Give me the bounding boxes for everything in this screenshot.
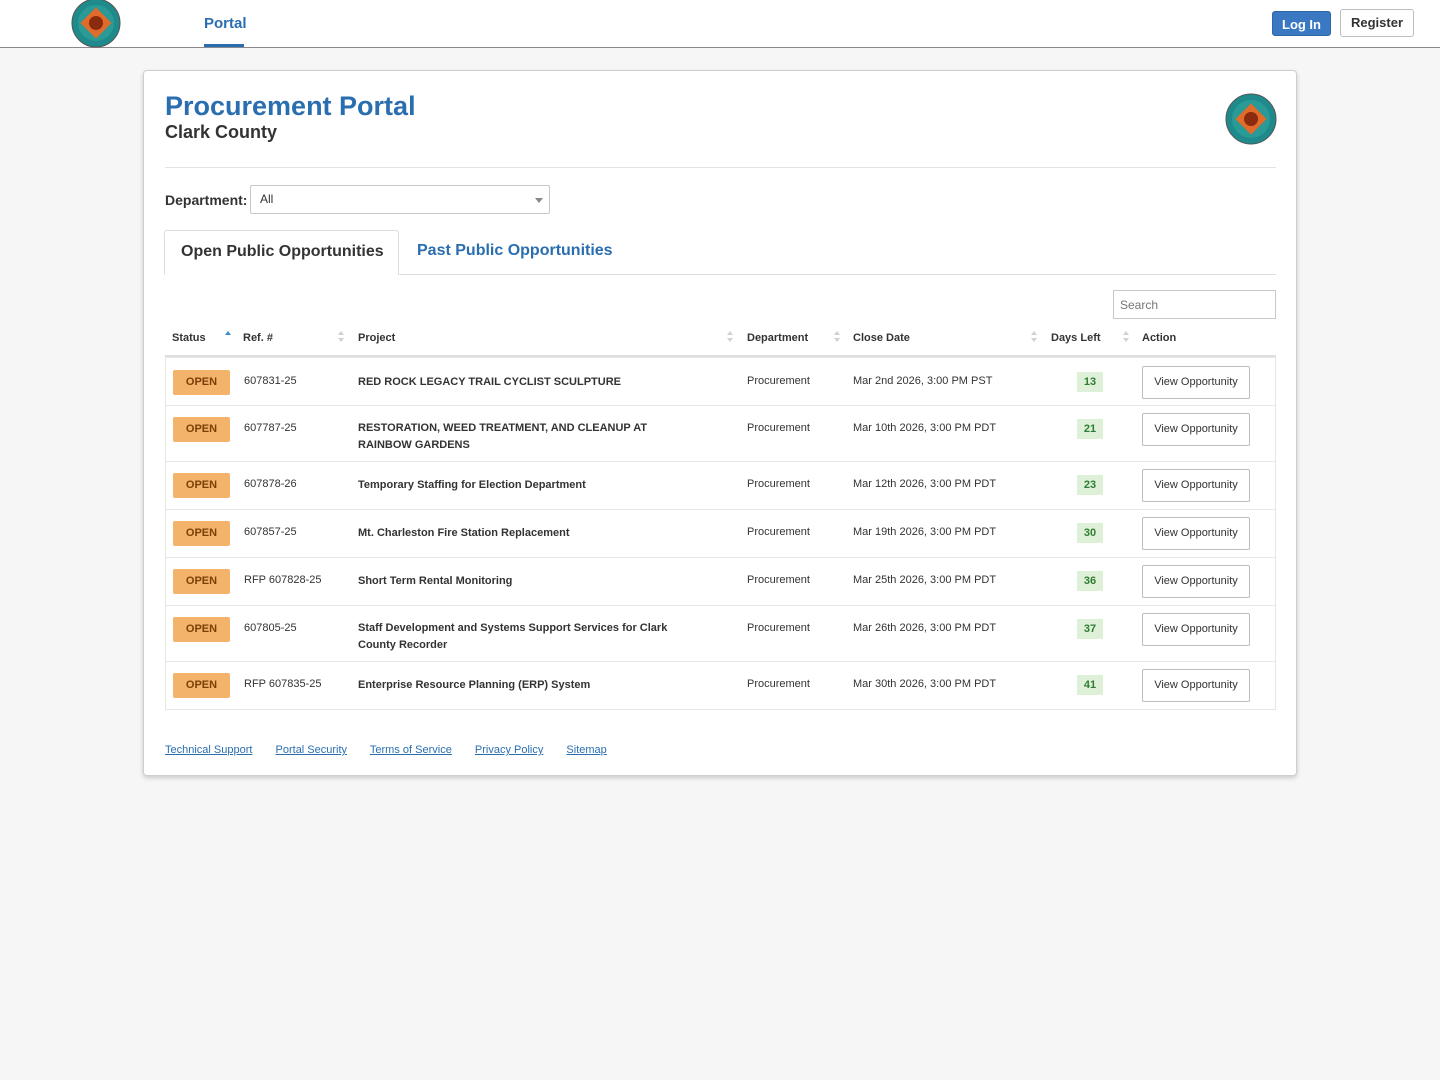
ref-number: 607805-25 — [244, 622, 297, 634]
close-date: Mar 26th 2026, 3:00 PM PDT — [853, 622, 997, 634]
footer-link-terms[interactable]: Terms of Service — [369, 744, 452, 756]
close-date: Mar 2nd 2026, 3:00 PM PST — [853, 375, 993, 387]
department-label: Department: — [165, 192, 248, 208]
project-name: Enterprise Resource Planning (ERP) Syste… — [358, 679, 591, 691]
view-opportunity-button[interactable]: View Opportunity — [1142, 565, 1250, 598]
days-left-badge: 37 — [1077, 619, 1103, 639]
project-name: RESTORATION, WEED TREATMENT, AND CLEANUP… — [358, 422, 648, 451]
close-date: Mar 25th 2026, 3:00 PM PDT — [853, 574, 997, 586]
footer-link-privacy[interactable]: Privacy Policy — [474, 744, 544, 756]
main-card: Procurement Portal Clark County Departme… — [143, 70, 1297, 776]
department-cell: Procurement — [747, 622, 810, 634]
ref-number: 607857-25 — [244, 526, 297, 538]
header-status[interactable]: Status — [172, 332, 206, 344]
footer-links: Technical Support Portal Security Terms … — [165, 744, 627, 756]
header-ref[interactable]: Ref. # — [243, 332, 273, 344]
days-left-badge: 21 — [1077, 419, 1103, 439]
department-select[interactable]: All — [250, 185, 550, 214]
sort-icon[interactable] — [834, 330, 840, 344]
table-body: OPEN 607831-25 RED ROCK LEGACY TRAIL CYC… — [165, 357, 1276, 710]
header-department[interactable]: Department — [747, 332, 809, 344]
search-input[interactable] — [1113, 290, 1276, 319]
login-button[interactable]: Log In — [1272, 11, 1331, 36]
table-row: OPEN RFP 607828-25 Short Term Rental Mon… — [166, 557, 1275, 605]
opportunities-table: Status Ref. # Project Department Close D… — [165, 324, 1276, 710]
tabs-divider — [165, 274, 1276, 275]
department-cell: Procurement — [747, 478, 810, 490]
close-date: Mar 19th 2026, 3:00 PM PDT — [853, 526, 997, 538]
table-row: OPEN 607787-25 RESTORATION, WEED TREATME… — [166, 405, 1275, 461]
project-name: Mt. Charleston Fire Station Replacement — [358, 527, 570, 539]
sort-icon[interactable] — [225, 330, 231, 344]
footer-link-technical-support[interactable]: Technical Support — [165, 744, 253, 756]
status-badge: OPEN — [173, 521, 230, 546]
view-opportunity-button[interactable]: View Opportunity — [1142, 413, 1250, 446]
sort-icon[interactable] — [727, 330, 733, 344]
register-button[interactable]: Register — [1340, 9, 1414, 37]
ref-number: RFP 607828-25 — [244, 574, 322, 586]
tab-past-opportunities[interactable]: Past Public Opportunities — [417, 242, 613, 259]
header-close-date[interactable]: Close Date — [853, 332, 910, 344]
county-seal-icon[interactable] — [71, 0, 121, 48]
sort-icon[interactable] — [1123, 330, 1129, 344]
table-row: OPEN 607805-25 Staff Development and Sys… — [166, 605, 1275, 661]
close-date: Mar 10th 2026, 3:00 PM PDT — [853, 422, 997, 434]
project-name: Short Term Rental Monitoring — [358, 575, 513, 587]
table-header: Status Ref. # Project Department Close D… — [165, 324, 1276, 357]
footer-link-portal-security[interactable]: Portal Security — [275, 744, 348, 756]
department-cell: Procurement — [747, 574, 810, 586]
department-cell: Procurement — [747, 526, 810, 538]
header-project[interactable]: Project — [358, 332, 396, 344]
status-badge: OPEN — [173, 569, 230, 594]
header-divider — [165, 167, 1276, 168]
ref-number: RFP 607835-25 — [244, 678, 322, 690]
table-row: OPEN RFP 607835-25 Enterprise Resource P… — [166, 661, 1275, 709]
days-left-badge: 13 — [1077, 372, 1103, 392]
close-date: Mar 30th 2026, 3:00 PM PDT — [853, 678, 997, 690]
view-opportunity-button[interactable]: View Opportunity — [1142, 469, 1250, 502]
header-days-left[interactable]: Days Left — [1051, 332, 1101, 344]
department-selected-value: All — [260, 192, 274, 206]
header-action: Action — [1142, 332, 1177, 344]
table-row: OPEN 607831-25 RED ROCK LEGACY TRAIL CYC… — [166, 357, 1275, 405]
days-left-badge: 36 — [1077, 571, 1103, 591]
caret-down-icon — [535, 198, 543, 203]
ref-number: 607787-25 — [244, 422, 297, 434]
days-left-badge: 23 — [1077, 475, 1103, 495]
view-opportunity-button[interactable]: View Opportunity — [1142, 517, 1250, 550]
department-cell: Procurement — [747, 422, 810, 434]
tab-open-opportunities[interactable]: Open Public Opportunities — [164, 230, 399, 275]
days-left-badge: 30 — [1077, 523, 1103, 543]
status-badge: OPEN — [173, 370, 230, 395]
status-badge: OPEN — [173, 617, 230, 642]
footer-link-sitemap[interactable]: Sitemap — [566, 744, 607, 756]
view-opportunity-button[interactable]: View Opportunity — [1142, 613, 1250, 646]
page-title: Procurement Portal — [165, 91, 416, 121]
status-badge: OPEN — [173, 473, 230, 498]
project-name: Staff Development and Systems Support Se… — [358, 622, 668, 651]
project-name: Temporary Staffing for Election Departme… — [358, 479, 586, 491]
status-badge: OPEN — [173, 417, 230, 442]
ref-number: 607878-26 — [244, 478, 297, 490]
table-row: OPEN 607878-26 Temporary Staffing for El… — [166, 461, 1275, 509]
top-nav: Portal Log In Register — [0, 0, 1440, 48]
sort-icon[interactable] — [1031, 330, 1037, 344]
days-left-badge: 41 — [1077, 675, 1103, 695]
sort-icon[interactable] — [338, 330, 344, 344]
status-badge: OPEN — [173, 673, 230, 698]
close-date: Mar 12th 2026, 3:00 PM PDT — [853, 478, 997, 490]
page-subtitle: Clark County — [165, 122, 278, 142]
view-opportunity-button[interactable]: View Opportunity — [1142, 669, 1250, 702]
county-seal-icon — [1225, 93, 1277, 145]
ref-number: 607831-25 — [244, 375, 297, 387]
project-name: RED ROCK LEGACY TRAIL CYCLIST SCULPTURE — [358, 376, 621, 388]
table-row: OPEN 607857-25 Mt. Charleston Fire Stati… — [166, 509, 1275, 557]
nav-portal-link[interactable]: Portal — [204, 15, 247, 32]
department-cell: Procurement — [747, 375, 810, 387]
view-opportunity-button[interactable]: View Opportunity — [1142, 366, 1250, 399]
department-cell: Procurement — [747, 678, 810, 690]
nav-active-indicator — [204, 44, 244, 47]
